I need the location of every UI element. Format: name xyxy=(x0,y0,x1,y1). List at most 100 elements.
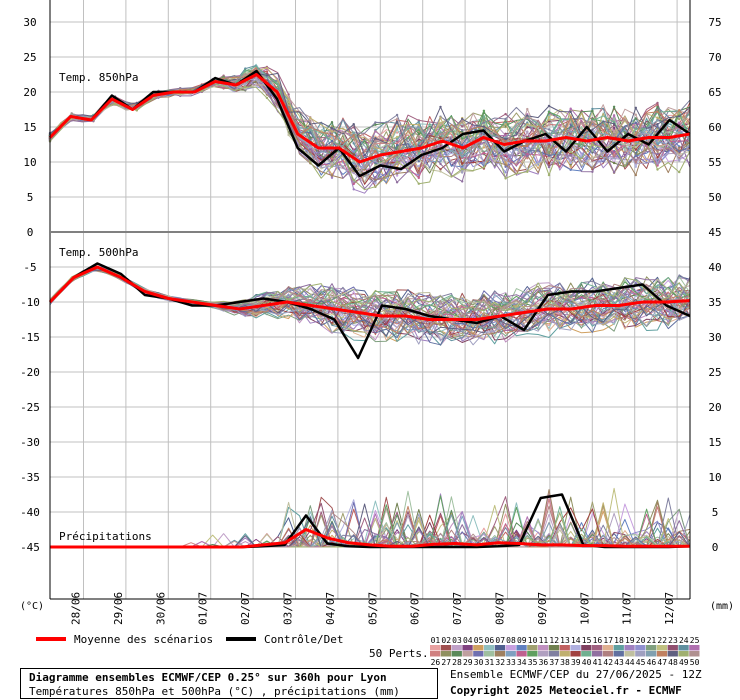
member-850-line xyxy=(49,73,691,169)
member-point xyxy=(244,69,247,73)
member-point xyxy=(678,150,681,153)
x-label: 11/07 xyxy=(621,592,634,625)
member-point xyxy=(330,133,334,136)
member-850-line xyxy=(49,80,691,181)
member-point xyxy=(439,162,442,166)
member-point xyxy=(439,168,442,171)
tick-precip-right: 0 xyxy=(712,541,719,554)
member-point xyxy=(569,153,572,157)
member-point xyxy=(569,161,572,165)
legend-member-swatch xyxy=(473,645,484,651)
member-point xyxy=(547,104,551,108)
member-point xyxy=(330,125,334,128)
member-point xyxy=(374,121,377,124)
member-point xyxy=(656,162,659,165)
member-point xyxy=(374,123,377,126)
tick-500-left: -35 xyxy=(20,471,40,484)
member-point xyxy=(634,121,637,125)
legend-member-number: 46 xyxy=(647,658,657,667)
legend-member-number: 43 xyxy=(614,658,624,667)
info-box: Diagramme ensembles ECMWF/CEP 0.25° sur … xyxy=(20,668,438,699)
tick-precip-right: 15 xyxy=(708,436,721,449)
legend-member-swatch xyxy=(505,651,516,657)
member-point xyxy=(330,136,334,140)
mean-500-line xyxy=(48,265,691,321)
legend-member-swatch xyxy=(559,645,570,651)
member-point xyxy=(200,89,204,93)
legend-member-number: 49 xyxy=(679,658,689,667)
member-point xyxy=(417,160,420,163)
member-point xyxy=(482,143,486,146)
member-point xyxy=(591,170,594,173)
member-point xyxy=(352,178,355,181)
member-point xyxy=(612,131,616,134)
member-point xyxy=(634,128,637,131)
legend-member-number: 26 xyxy=(431,658,441,667)
legend-member-number: 04 xyxy=(463,636,473,645)
tick-850-left: 20 xyxy=(23,86,36,99)
member-point xyxy=(309,136,312,139)
member-point xyxy=(504,112,507,116)
member-point xyxy=(482,121,486,124)
member-point xyxy=(612,122,616,126)
member-point xyxy=(265,74,269,77)
member-point xyxy=(569,115,572,119)
panel-precip-label: Précipitations xyxy=(59,530,152,543)
legend-member-number: 29 xyxy=(463,658,473,667)
member-point xyxy=(569,107,572,110)
tick-precip-right: 30 xyxy=(708,331,721,344)
member-point xyxy=(461,165,464,168)
member-point xyxy=(656,156,659,159)
legend-member-swatch xyxy=(678,651,689,657)
member-point xyxy=(461,167,464,171)
legend-member-number: 02 xyxy=(441,636,451,645)
member-point xyxy=(569,150,572,154)
member-point xyxy=(309,160,312,163)
member-point xyxy=(244,85,247,89)
legend-member-swatch xyxy=(516,651,527,657)
tick-850-left: 30 xyxy=(23,16,36,29)
member-point xyxy=(591,109,594,113)
member-point xyxy=(395,135,399,139)
legend-member-swatch xyxy=(581,645,592,651)
member-point xyxy=(461,180,464,183)
legend-member-number: 20 xyxy=(636,636,646,645)
member-point xyxy=(135,109,138,112)
member-point xyxy=(395,113,399,117)
member-point xyxy=(612,151,616,154)
legend-member-swatch xyxy=(602,651,614,657)
member-point xyxy=(395,120,399,124)
member-point xyxy=(612,117,616,120)
member-point xyxy=(352,182,355,186)
legend-member-number: 38 xyxy=(560,658,570,667)
tick-850-right: 55 xyxy=(708,156,721,169)
legend-member-swatch xyxy=(667,645,678,651)
x-label: 29/06 xyxy=(112,592,125,625)
member-point xyxy=(656,152,659,156)
legend-member-swatch xyxy=(527,645,538,651)
legend-member-swatch xyxy=(635,645,646,651)
member-point xyxy=(526,121,529,124)
member-point xyxy=(374,182,377,185)
tick-500-left: -20 xyxy=(20,366,40,379)
member-point xyxy=(591,117,594,121)
member-point xyxy=(526,144,529,148)
member-point xyxy=(287,105,290,109)
legend: 01 02 03 04 05 06 07 08 09 10 11 12 13 14 15 16 17 18 19 20… xyxy=(430,636,700,667)
x-label: 12/07 xyxy=(663,592,676,625)
legend-member-swatch xyxy=(602,645,614,651)
legend-member-number: 50 xyxy=(690,658,700,667)
member-point xyxy=(656,119,659,122)
legend-member-swatch xyxy=(656,651,668,657)
member-point xyxy=(656,110,659,114)
tick-precip-right: 35 xyxy=(708,296,721,309)
x-label: 04/07 xyxy=(324,592,337,625)
legend-member-swatch xyxy=(430,651,441,657)
member-point xyxy=(244,83,247,86)
member-point xyxy=(439,137,442,140)
legend-member-number: 34 xyxy=(517,658,527,667)
member-point xyxy=(678,115,681,118)
x-label: 07/07 xyxy=(451,592,464,625)
legend-member-number: 23 xyxy=(668,636,678,645)
